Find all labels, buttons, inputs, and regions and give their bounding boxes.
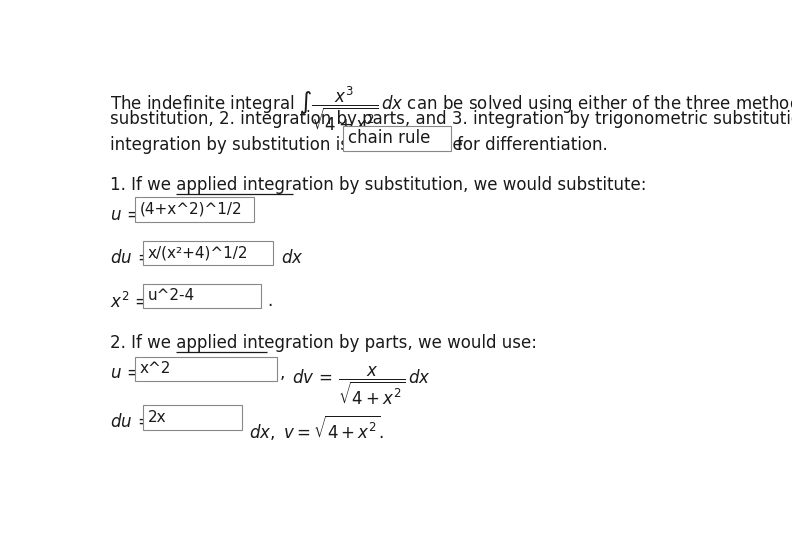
Text: integration by substitution is based on the: integration by substitution is based on … (110, 136, 463, 154)
Text: chain rule: chain rule (348, 129, 431, 147)
Text: x/(x²+4)^1/2: x/(x²+4)^1/2 (147, 245, 248, 261)
FancyBboxPatch shape (343, 126, 451, 151)
FancyBboxPatch shape (143, 241, 273, 265)
Text: $u\, =$: $u\, =$ (110, 205, 141, 223)
Text: $dx$: $dx$ (280, 249, 303, 267)
Text: $u\, =$: $u\, =$ (110, 364, 141, 382)
Text: $dx,\ v = \sqrt{4 + x^2}.$: $dx,\ v = \sqrt{4 + x^2}.$ (249, 413, 384, 442)
Text: .: . (267, 292, 272, 310)
Text: 2. If we applied integration by parts, we would use:: 2. If we applied integration by parts, w… (110, 334, 537, 352)
Text: $du\, =$: $du\, =$ (110, 413, 151, 431)
FancyBboxPatch shape (143, 283, 261, 308)
Text: 1. If we applied integration by substitution, we would substitute:: 1. If we applied integration by substitu… (110, 176, 646, 194)
Text: u^2-4: u^2-4 (147, 288, 195, 303)
Text: substitution, 2. integration by parts, and 3. integration by trigonometric subst: substitution, 2. integration by parts, a… (110, 110, 792, 128)
Text: $dv\, =\, \dfrac{x}{\sqrt{4+x^2}}\,dx$: $dv\, =\, \dfrac{x}{\sqrt{4+x^2}}\,dx$ (292, 364, 431, 407)
Text: (4+x^2)^1/2: (4+x^2)^1/2 (139, 202, 242, 217)
Text: The indefinite integral $\int \dfrac{x^3}{\sqrt{4+x^2}}\,dx$ can be solved using: The indefinite integral $\int \dfrac{x^3… (110, 84, 792, 133)
Text: $du\, =$: $du\, =$ (110, 249, 151, 267)
FancyBboxPatch shape (135, 356, 277, 381)
Text: 2x: 2x (147, 410, 166, 425)
Text: for differentiation.: for differentiation. (457, 136, 607, 154)
Text: ,: , (280, 364, 285, 382)
Text: $x^2\, =$: $x^2\, =$ (110, 292, 149, 312)
FancyBboxPatch shape (135, 197, 254, 221)
FancyBboxPatch shape (143, 405, 242, 429)
Text: x^2: x^2 (139, 361, 171, 376)
